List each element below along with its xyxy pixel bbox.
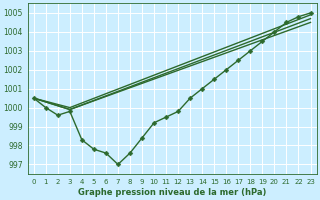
X-axis label: Graphe pression niveau de la mer (hPa): Graphe pression niveau de la mer (hPa) [78,188,266,197]
